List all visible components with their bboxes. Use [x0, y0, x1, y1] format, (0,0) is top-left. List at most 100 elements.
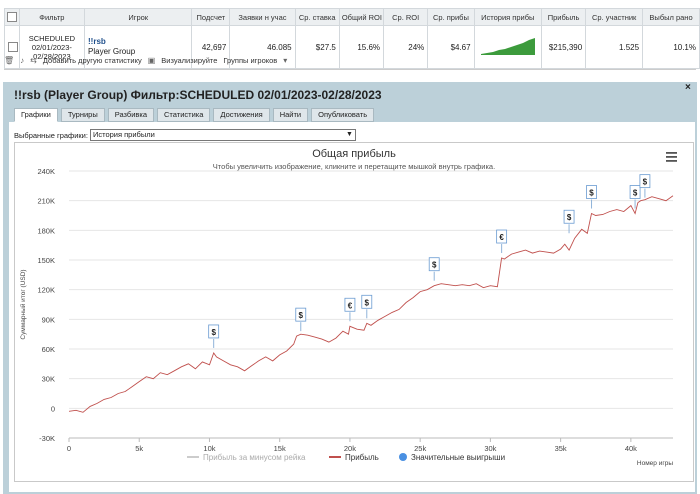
profit-chart[interactable]: Общая прибыль Чтобы увеличить изображение…: [14, 142, 694, 482]
x-tick-label: 10k: [203, 444, 215, 453]
x-tick-label: 25k: [414, 444, 426, 453]
big-win-marker-label: $: [211, 328, 216, 337]
column-header[interactable]: Ср. ROI: [383, 8, 429, 26]
big-win-marker-flag: [639, 174, 651, 189]
big-win-marker-label: €: [348, 301, 353, 310]
column-header[interactable]: Прибыль: [540, 8, 587, 26]
big-win-marker-flag: [586, 185, 597, 199]
chart-title: Общая прибыль: [312, 148, 396, 160]
chart-select-row: Выбранные графики: История прибыли ▼: [14, 129, 356, 141]
y-tick-label: -30K: [39, 434, 55, 443]
tab-charts[interactable]: Графики: [14, 108, 58, 122]
tab-breakdown[interactable]: Разбивка: [107, 108, 155, 122]
column-header[interactable]: Выбыл рано: [642, 8, 700, 26]
x-tick-label: 30k: [484, 444, 496, 453]
y-tick-label: 30K: [42, 375, 55, 384]
profit-series-line: [68, 195, 674, 413]
chart-select[interactable]: История прибыли ▼: [89, 129, 356, 141]
y-axis-label: Суммарный итог (USD): [19, 269, 27, 339]
profit-sparkline: [480, 38, 535, 55]
y-tick-label: 120K: [37, 286, 55, 295]
y-tick-label: 240K: [37, 167, 55, 176]
x-tick-label: 20k: [344, 444, 356, 453]
visualize-icon: ▣: [147, 55, 156, 65]
y-tick-label: 150K: [37, 256, 55, 265]
avg-profit-cell: $4.67: [427, 25, 475, 69]
entries-cell: 46.085: [229, 25, 296, 69]
big-win-marker-label: $: [643, 178, 648, 187]
tab-find[interactable]: Найти: [272, 108, 309, 122]
big-win-marker-flag: [208, 324, 220, 339]
column-header[interactable]: Фильтр: [18, 8, 86, 26]
stats-table: Фильтр Игрок Подсчет Заявки н учас Ср. с…: [4, 8, 700, 69]
menu-icon: [666, 156, 677, 158]
big-win-marker-flag: [428, 257, 440, 272]
x-tick-label: 5k: [135, 444, 143, 453]
column-header[interactable]: Ср. участник: [585, 8, 644, 26]
tab-statistics[interactable]: Статистика: [157, 108, 211, 122]
chevron-down-icon[interactable]: ▾: [283, 55, 288, 65]
chart-svg[interactable]: Общая прибыль Чтобы увеличить изображение…: [15, 143, 693, 481]
y-tick-label: 210K: [37, 197, 55, 206]
early-exit-cell: 10.1%: [642, 25, 700, 69]
panel-tabs: Графики Турниры Разбивка Статистика Дост…: [14, 108, 375, 122]
column-header[interactable]: Игрок: [84, 8, 193, 26]
trash-icon[interactable]: 🗑: [4, 55, 15, 65]
chart-subtitle: Чтобы увеличить изображение, кликните и …: [213, 162, 495, 171]
legend-label-bigwins: Значительные выигрыши: [411, 453, 505, 462]
legend-label-rake: Прибыль за минусом рейка: [203, 453, 306, 462]
big-win-marker-label: $: [299, 311, 304, 320]
big-win-marker-label: $: [432, 261, 437, 270]
tab-publish[interactable]: Опубликовать: [311, 108, 375, 122]
column-header[interactable]: История прибы: [473, 8, 542, 26]
big-win-marker-label: $: [365, 298, 370, 307]
add-stats-link[interactable]: Добавить другую статистику: [42, 55, 142, 65]
column-header[interactable]: Ср. прибы: [427, 8, 475, 26]
chevron-down-icon: ▼: [346, 131, 353, 138]
column-header[interactable]: Заявки н учас: [229, 8, 296, 26]
x-axis-label: Номер игры: [637, 460, 673, 467]
big-win-marker-label: $: [633, 189, 638, 198]
visualize-link[interactable]: Визуализируйте: [161, 55, 218, 65]
profit-cell: $215,390: [540, 25, 587, 69]
legend-swatch-bigwins: [399, 453, 407, 461]
big-win-marker-flag: [295, 307, 307, 322]
player-cell: !!rsb Player Group: [84, 25, 193, 69]
x-tick-label: 35k: [555, 444, 567, 453]
big-win-marker-label: €: [499, 233, 504, 242]
count-cell: 42,697: [191, 25, 231, 69]
player-name-link[interactable]: !!rsb: [88, 37, 106, 46]
column-header[interactable]: Общий ROI: [338, 8, 385, 26]
menu-icon: [666, 160, 677, 162]
panel-title: !!rsb (Player Group) Фильтр:SCHEDULED 02…: [14, 88, 382, 102]
divider: [4, 69, 696, 70]
row-checkbox[interactable]: [8, 42, 18, 52]
add-stats-icon: ⇆: [30, 55, 37, 65]
column-header[interactable]: Подсчет: [191, 8, 231, 26]
select-all-header[interactable]: [4, 8, 20, 26]
y-tick-label: 60K: [42, 345, 55, 354]
y-tick-label: 0: [51, 404, 55, 413]
legend-label-profit: Прибыль: [345, 453, 379, 462]
profit-history-cell: [473, 25, 542, 69]
table-toolbar: 🗑 ♪ ⇆ Добавить другую статистику ▣ Визуа…: [4, 52, 694, 68]
table-row[interactable]: SCHEDULED 02/01/2023-02/28/2023 !!rsb Pl…: [4, 25, 700, 69]
y-tick-label: 180K: [37, 226, 55, 235]
big-win-marker-flag: [496, 229, 508, 244]
chart-select-value: История прибыли: [92, 130, 155, 139]
tab-achievements[interactable]: Достижения: [213, 108, 270, 122]
player-group-label: Player Group: [88, 47, 136, 56]
column-header[interactable]: Ср. ставка: [294, 8, 340, 26]
select-all-checkbox[interactable]: [7, 12, 17, 22]
big-win-marker-label: $: [567, 213, 572, 222]
x-tick-label: 0: [67, 444, 71, 453]
big-win-marker-flag: [361, 294, 373, 309]
player-groups-menu[interactable]: Группы игроков: [223, 55, 278, 65]
close-icon[interactable]: ×: [685, 82, 691, 93]
chart-select-label: Выбранные графики:: [14, 130, 88, 140]
x-tick-label: 15k: [274, 444, 286, 453]
table-header-row: Фильтр Игрок Подсчет Заявки н учас Ср. с…: [4, 8, 700, 26]
total-roi-cell: 15.6%: [338, 25, 385, 69]
speaker-icon[interactable]: ♪: [20, 55, 25, 65]
tab-tournaments[interactable]: Турниры: [60, 108, 105, 122]
